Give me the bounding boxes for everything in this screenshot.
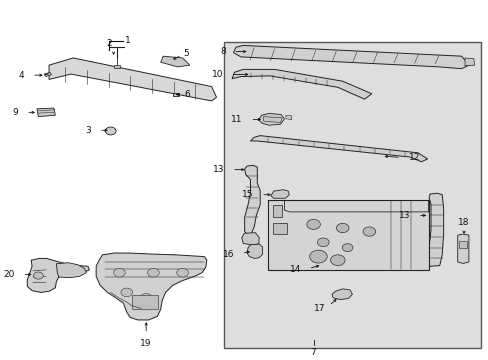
Circle shape xyxy=(147,269,159,277)
Text: 12: 12 xyxy=(408,153,419,162)
Bar xyxy=(458,241,466,248)
Bar xyxy=(131,295,158,309)
Polygon shape xyxy=(37,108,55,117)
Text: 2: 2 xyxy=(106,39,111,48)
Circle shape xyxy=(336,223,348,233)
Polygon shape xyxy=(464,58,474,66)
Polygon shape xyxy=(49,58,216,101)
Circle shape xyxy=(121,288,132,297)
Text: 17: 17 xyxy=(314,304,325,313)
Text: 19: 19 xyxy=(140,339,152,348)
Polygon shape xyxy=(285,115,291,120)
Polygon shape xyxy=(457,234,468,264)
Circle shape xyxy=(176,269,188,277)
Polygon shape xyxy=(44,72,51,77)
Circle shape xyxy=(309,250,326,263)
Polygon shape xyxy=(258,113,284,125)
Polygon shape xyxy=(331,289,352,300)
Circle shape xyxy=(317,238,328,247)
Polygon shape xyxy=(232,69,371,99)
Text: 16: 16 xyxy=(222,249,234,258)
Text: 15: 15 xyxy=(242,190,253,199)
Polygon shape xyxy=(244,165,260,234)
Text: 5: 5 xyxy=(183,49,189,58)
Text: 18: 18 xyxy=(457,218,469,227)
Circle shape xyxy=(306,219,320,229)
Circle shape xyxy=(113,269,125,277)
Bar xyxy=(272,223,287,234)
Text: 14: 14 xyxy=(289,265,300,274)
Text: 10: 10 xyxy=(211,70,223,79)
Polygon shape xyxy=(246,244,262,258)
Circle shape xyxy=(140,293,152,302)
Polygon shape xyxy=(233,45,468,69)
Circle shape xyxy=(105,127,116,135)
Polygon shape xyxy=(428,193,443,266)
Polygon shape xyxy=(96,253,206,320)
Polygon shape xyxy=(241,233,259,245)
Circle shape xyxy=(330,255,345,266)
Polygon shape xyxy=(250,136,427,162)
Text: 4: 4 xyxy=(19,71,24,80)
Bar xyxy=(224,42,480,348)
Polygon shape xyxy=(56,263,86,278)
Text: 13: 13 xyxy=(398,211,410,220)
Text: 13: 13 xyxy=(212,165,224,174)
Circle shape xyxy=(342,244,352,252)
Bar xyxy=(113,65,120,68)
Text: 8: 8 xyxy=(220,47,226,56)
Polygon shape xyxy=(161,56,189,67)
Polygon shape xyxy=(27,258,89,292)
Text: 9: 9 xyxy=(13,108,19,117)
Text: 3: 3 xyxy=(85,126,91,135)
Bar xyxy=(172,93,178,96)
Circle shape xyxy=(34,272,43,279)
Text: 11: 11 xyxy=(231,115,242,124)
Text: 7: 7 xyxy=(309,348,315,357)
Text: 1: 1 xyxy=(125,36,131,45)
Circle shape xyxy=(363,227,375,236)
Polygon shape xyxy=(270,190,289,198)
Bar xyxy=(272,205,281,217)
Polygon shape xyxy=(267,201,428,270)
Text: 6: 6 xyxy=(184,90,190,99)
Text: 20: 20 xyxy=(3,270,15,279)
